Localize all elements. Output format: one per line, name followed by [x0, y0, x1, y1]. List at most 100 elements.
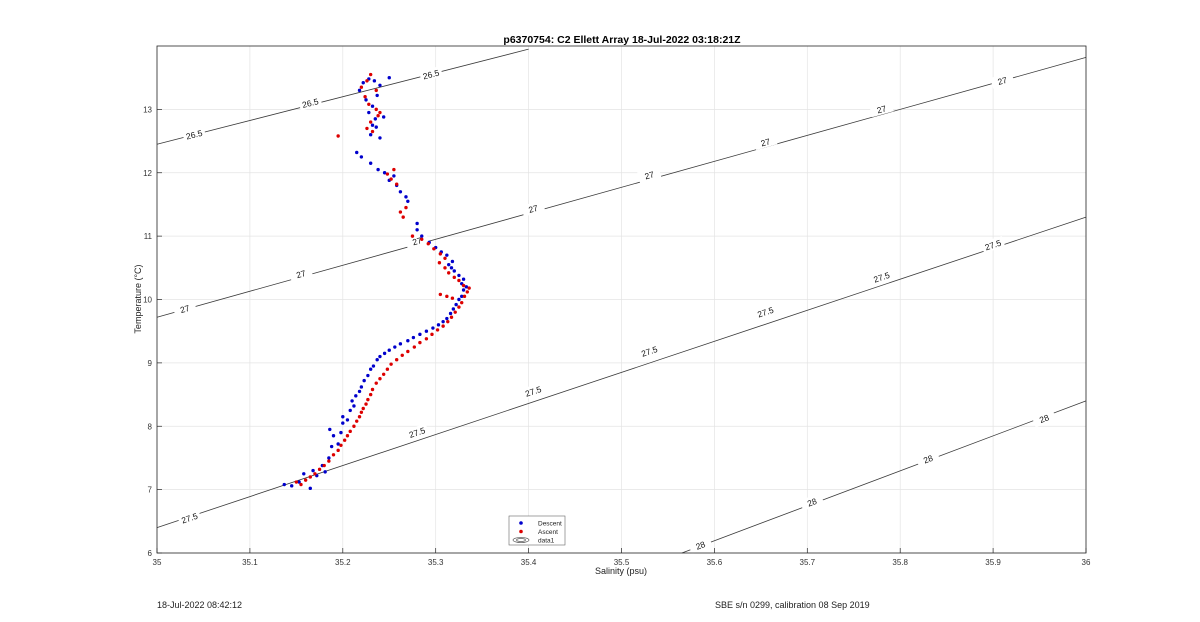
ascent-point — [364, 402, 368, 406]
contour-labels: 26.526.526.5272727272727272727.527.527.5… — [172, 65, 1057, 554]
descent-point — [290, 484, 294, 488]
contour-label-background — [182, 126, 207, 143]
descent-point — [404, 195, 408, 199]
ascent-point — [361, 406, 365, 411]
contour-label-background — [637, 166, 662, 184]
ascent-point — [400, 353, 404, 357]
descent-point — [370, 123, 375, 127]
legend-marker-contour — [512, 537, 530, 543]
ascent-point — [367, 102, 371, 107]
x-tick-label: 36 — [1082, 558, 1091, 567]
ascent-point — [435, 328, 440, 332]
ascent-point — [308, 475, 312, 479]
ascent-point — [317, 467, 322, 472]
contour-label: 27 — [996, 75, 1008, 87]
descent-point — [424, 329, 429, 333]
descent-point — [371, 364, 376, 368]
y-tick-label: 6 — [148, 549, 153, 558]
ascent-point — [355, 419, 359, 423]
ascent-point — [452, 275, 456, 280]
contour-line — [156, 216, 1087, 529]
ascent-point — [450, 296, 455, 300]
descent-point — [415, 228, 419, 232]
descent-point — [345, 418, 350, 422]
x-tick-label: 35.1 — [242, 558, 258, 567]
descent-point — [457, 273, 461, 278]
descent-point — [452, 269, 456, 273]
descent-point — [368, 367, 373, 371]
contour-label: 28 — [922, 453, 935, 466]
ascent-point — [365, 79, 369, 83]
contour-label-background — [869, 268, 894, 286]
ascent-point — [453, 310, 457, 314]
ascent-point — [467, 286, 471, 290]
y-tick-label: 10 — [143, 296, 152, 305]
ascent-point — [299, 482, 303, 487]
descent-point — [378, 354, 382, 359]
chart-title: p6370754: C2 Ellett Array 18-Jul-2022 03… — [503, 34, 741, 46]
contour-label-background — [1031, 409, 1057, 428]
ascent-point — [376, 114, 380, 118]
footer-timestamp: 18-Jul-2022 08:42:12 — [157, 600, 243, 610]
x-tick-label: 35.9 — [985, 558, 1001, 567]
descent-point — [329, 444, 334, 449]
ascent-point — [447, 271, 451, 275]
ascent-point — [441, 324, 445, 328]
descent-point — [368, 133, 373, 137]
descent-point — [382, 351, 387, 356]
ascent-point — [392, 167, 396, 172]
contour-line — [156, 48, 529, 145]
ascent-point — [359, 85, 364, 89]
ascent-point — [457, 305, 461, 309]
ascent-point — [339, 443, 343, 447]
contour-label-background — [799, 492, 825, 511]
contour-label-background — [177, 508, 202, 527]
descent-point — [282, 482, 286, 487]
ascent-point — [366, 397, 370, 402]
ascent-point — [370, 129, 375, 134]
ascent-point — [385, 172, 390, 176]
descent-point — [370, 104, 375, 108]
descent-point — [328, 427, 332, 432]
contour-label-background — [172, 300, 197, 317]
contour-label-background — [980, 235, 1006, 254]
ascent-point — [410, 234, 415, 238]
legend-marker-ascent — [519, 529, 523, 534]
ascent-point — [336, 448, 340, 453]
ascent-point — [303, 478, 308, 482]
ascent-point — [331, 453, 336, 457]
descent-point — [341, 421, 345, 425]
descent-point — [355, 150, 359, 155]
ascent-point — [424, 337, 429, 341]
descent-point — [406, 199, 410, 203]
y-axis-ticks: 6 7 8 9 10 11 12 13 — [143, 105, 162, 558]
contour-label: 27 — [295, 268, 307, 280]
ascent-point — [460, 300, 464, 305]
descent-point — [378, 136, 382, 140]
ascent-point — [412, 345, 417, 349]
ascent-point — [322, 463, 326, 468]
ascent-point — [336, 134, 340, 138]
descent-point — [341, 415, 345, 419]
ascent-point — [437, 261, 442, 265]
descent-point — [331, 434, 336, 438]
descent-point — [447, 262, 451, 267]
descent-point — [418, 332, 422, 337]
legend-entry-label: Descent — [538, 521, 562, 528]
x-tick-label: 35.8 — [892, 558, 908, 567]
descent-point — [441, 319, 445, 324]
contour-label: 27 — [527, 203, 539, 215]
legend-entry-label: Ascent — [538, 529, 558, 536]
descent-point — [376, 167, 380, 172]
ascent-point — [394, 358, 399, 362]
x-tick-label: 35.4 — [521, 558, 537, 567]
descent-point — [336, 442, 340, 446]
descent-point — [364, 98, 368, 102]
descent-point — [354, 394, 358, 398]
descent-point — [348, 408, 352, 413]
y-tick-label: 9 — [148, 359, 153, 368]
y-tick-label: 13 — [143, 105, 152, 114]
y-tick-label: 8 — [148, 422, 153, 431]
